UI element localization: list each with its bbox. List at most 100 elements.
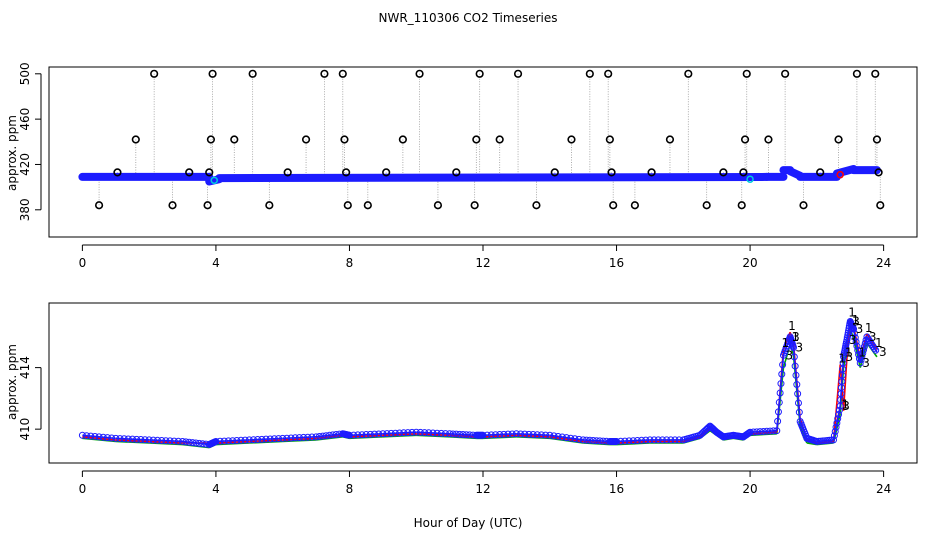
outlier-point (265, 201, 274, 210)
outlier-point (320, 69, 329, 78)
series-3-point (224, 437, 232, 445)
series-3-point (300, 433, 308, 441)
series-3-point (483, 431, 491, 439)
series-3-point-label: 3 (785, 348, 793, 362)
series-3-point (792, 371, 800, 379)
top-panel-drop-lines (98, 73, 881, 206)
outlier-point (470, 201, 479, 210)
outlier-point (513, 69, 523, 78)
series-3-point (759, 427, 767, 435)
series-3-point (517, 430, 525, 438)
outlier-point (205, 168, 214, 177)
outlier-point (94, 201, 104, 210)
series-3-point (508, 430, 516, 438)
series-3-point (449, 430, 457, 438)
series-3-point (663, 436, 671, 444)
outlier-point (684, 69, 693, 78)
outlier-point (203, 201, 212, 210)
series-1-point-label: 1 (788, 319, 796, 333)
baseline-accent-point (746, 175, 754, 183)
series-3-point (120, 435, 128, 443)
series-3-point (283, 434, 291, 442)
series-3-point (793, 381, 801, 389)
outlier-point (475, 69, 484, 78)
series-3-point-label: 3 (862, 356, 870, 370)
series-3-point (404, 429, 412, 437)
series-3-point (872, 346, 880, 354)
series-3-point (533, 431, 541, 439)
series-3-point (860, 346, 868, 354)
series-3-point (504, 430, 512, 438)
series-3-point (529, 431, 537, 439)
series-3-point (350, 431, 358, 439)
outlier-point (605, 135, 614, 144)
series-1-point-label: 1 (781, 336, 789, 350)
series-3-point (789, 344, 797, 352)
series-3-point (775, 398, 783, 406)
outlier-point (283, 168, 292, 177)
series-3-point (542, 431, 550, 439)
outlier-point (781, 69, 790, 78)
series-3-point (116, 435, 124, 443)
outlier-point (206, 135, 216, 144)
series-3-point (550, 432, 558, 440)
series-3-point-label: 3 (842, 399, 850, 413)
series-3-point (124, 435, 132, 443)
series-3-point (78, 431, 86, 439)
series-3-point (158, 437, 166, 444)
series-3-point (853, 342, 861, 350)
series-3-point (308, 433, 316, 441)
series-3-point (91, 432, 99, 440)
series-3-point (216, 437, 224, 445)
outlier-point (150, 69, 159, 78)
series-3-point (270, 435, 278, 443)
series-3-point (633, 437, 641, 444)
outlier-point (415, 69, 424, 78)
series-3-point (835, 411, 843, 419)
series-3-point (790, 353, 798, 361)
series-3-point (304, 433, 312, 441)
series-3-point (128, 435, 136, 443)
series-3-point (416, 428, 424, 436)
series-3-point (753, 428, 761, 436)
series-3-point (154, 436, 161, 444)
series-3-point (212, 437, 220, 445)
bottom-panel-ylabel: approx. ppm (5, 344, 19, 420)
top-panel: 0 4 8 12 16 20 24 380 420 460 500 approx. ppm (5, 62, 918, 270)
series-3-point (558, 433, 566, 441)
series-3-point-label: 3 (852, 314, 860, 328)
series-3-point (466, 431, 474, 439)
series-1-point-label: 1 (845, 345, 853, 359)
outlier-point (338, 69, 347, 78)
series-3-point (429, 429, 437, 437)
bottom-y-tick-label: 414 (18, 356, 32, 379)
series-3-point (312, 433, 320, 441)
outlier-point (604, 69, 613, 78)
series-3-point (233, 437, 241, 444)
series-3-point (554, 432, 562, 440)
series-3-point (199, 440, 207, 448)
series-3-point (391, 429, 399, 437)
outlier-point (248, 69, 257, 78)
series-3-point (654, 436, 662, 444)
series-3-point (446, 430, 454, 438)
series-1-segment (842, 358, 848, 411)
series-3-point (358, 431, 366, 439)
series-3-point (400, 429, 408, 437)
series-3-point (332, 431, 340, 439)
top-panel-axes: 0 4 8 12 16 20 24 380 420 460 500 (18, 62, 891, 270)
series-3-point (295, 434, 303, 442)
series-3-point (195, 439, 203, 447)
series-3-point (182, 438, 190, 446)
series-3-point (629, 437, 637, 445)
outlier-point (852, 69, 862, 78)
series-3-point (593, 437, 601, 445)
series-3-point (776, 389, 784, 397)
series-3-point (262, 435, 270, 443)
top-x-tick-label: 8 (346, 256, 354, 270)
series-1-point-label: 1 (838, 352, 846, 366)
series-3-point (375, 430, 383, 438)
baseline-accent-point (210, 176, 219, 185)
